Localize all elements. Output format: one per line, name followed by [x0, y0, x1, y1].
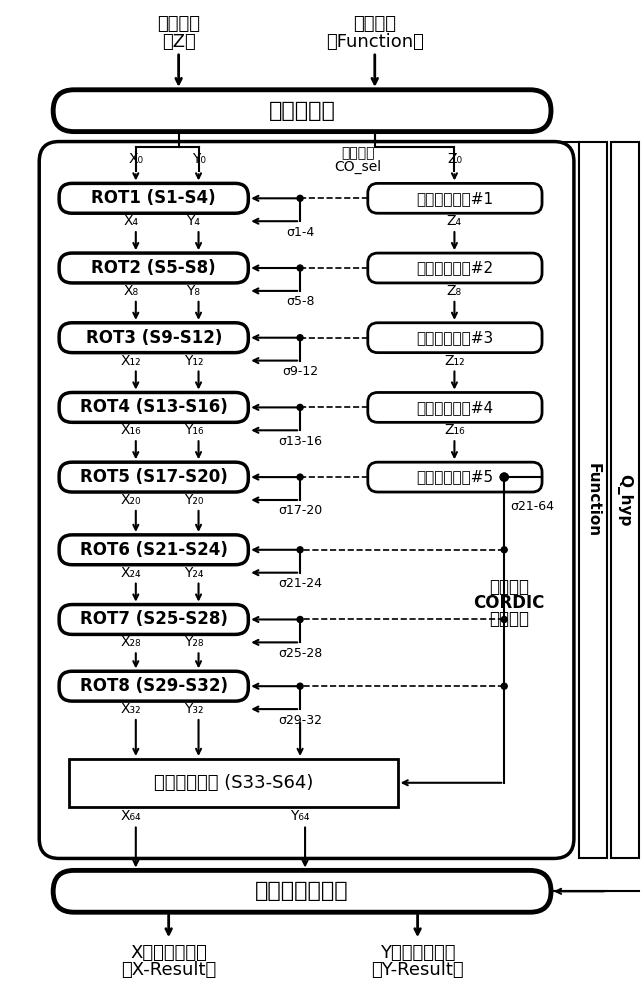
- FancyBboxPatch shape: [368, 392, 542, 422]
- FancyBboxPatch shape: [59, 392, 249, 422]
- Circle shape: [297, 335, 303, 341]
- Text: （Function）: （Function）: [326, 33, 424, 51]
- FancyBboxPatch shape: [59, 462, 249, 492]
- Text: Y₁₆: Y₁₆: [184, 423, 204, 437]
- Circle shape: [297, 547, 303, 553]
- Text: （X-Result）: （X-Result）: [121, 961, 216, 979]
- Text: Z₁₂: Z₁₂: [444, 354, 465, 368]
- Text: X₆₄: X₆₄: [120, 809, 141, 823]
- Text: CO_sel: CO_sel: [334, 159, 381, 174]
- Text: σ9-12: σ9-12: [282, 365, 318, 378]
- Text: ROT5 (S17-S20): ROT5 (S17-S20): [80, 468, 227, 486]
- Text: ROT1 (S1-S4): ROT1 (S1-S4): [91, 189, 216, 207]
- Text: Y₄: Y₄: [187, 214, 200, 228]
- Text: X通路输出结果: X通路输出结果: [130, 944, 207, 962]
- Text: Y₂₈: Y₂₈: [184, 635, 204, 649]
- FancyBboxPatch shape: [368, 462, 542, 492]
- Circle shape: [501, 683, 507, 689]
- Text: σ13-16: σ13-16: [278, 435, 322, 448]
- Circle shape: [500, 473, 508, 481]
- FancyBboxPatch shape: [59, 253, 249, 283]
- Text: Y₈: Y₈: [187, 284, 200, 298]
- Text: 计算模块: 计算模块: [489, 610, 529, 628]
- Text: 旋转方向预测#5: 旋转方向预测#5: [417, 470, 493, 485]
- Text: σ17-20: σ17-20: [278, 504, 322, 517]
- Text: ROT4 (S13-S16): ROT4 (S13-S16): [80, 398, 227, 416]
- Text: 旋转方向预测#3: 旋转方向预测#3: [416, 330, 493, 345]
- Text: 预处理模块: 预处理模块: [269, 101, 336, 121]
- Text: X₁₂: X₁₂: [120, 354, 141, 368]
- Text: X₈: X₈: [123, 284, 138, 298]
- Text: σ29-32: σ29-32: [278, 714, 322, 727]
- Text: Y₁₂: Y₁₂: [184, 354, 204, 368]
- Bar: [69, 759, 398, 807]
- Text: X₀: X₀: [128, 152, 144, 166]
- Circle shape: [297, 683, 303, 689]
- Text: 函数类型: 函数类型: [354, 15, 396, 33]
- Circle shape: [501, 616, 507, 622]
- Text: 定点乘法模块 (S33-S64): 定点乘法模块 (S33-S64): [154, 774, 313, 792]
- FancyBboxPatch shape: [59, 183, 249, 213]
- FancyBboxPatch shape: [59, 323, 249, 353]
- FancyBboxPatch shape: [59, 605, 249, 634]
- FancyBboxPatch shape: [368, 183, 542, 213]
- Text: Y₆₄: Y₆₄: [290, 809, 310, 823]
- FancyBboxPatch shape: [368, 323, 542, 353]
- Text: Y₂₀: Y₂₀: [184, 493, 204, 507]
- Text: σ1-4: σ1-4: [286, 226, 314, 239]
- Bar: [579, 142, 607, 858]
- Text: Z₄: Z₄: [447, 214, 462, 228]
- Text: ROT7 (S25-S28): ROT7 (S25-S28): [80, 610, 228, 628]
- Circle shape: [297, 404, 303, 410]
- Text: Y₀: Y₀: [192, 152, 205, 166]
- Text: CORDIC: CORDIC: [473, 594, 545, 612]
- FancyBboxPatch shape: [368, 253, 542, 283]
- Text: 旋转方向预测#4: 旋转方向预测#4: [417, 400, 493, 415]
- Text: Y₂₄: Y₂₄: [184, 566, 204, 580]
- Circle shape: [297, 616, 303, 622]
- Text: ROT6 (S21-S24): ROT6 (S21-S24): [80, 541, 228, 559]
- Text: 旋转方向预测#1: 旋转方向预测#1: [417, 191, 493, 206]
- Circle shape: [297, 195, 303, 201]
- Text: Z₀: Z₀: [447, 152, 462, 166]
- FancyBboxPatch shape: [53, 870, 551, 912]
- Text: 规格化处理模块: 规格化处理模块: [255, 881, 349, 901]
- Text: σ25-28: σ25-28: [278, 647, 322, 660]
- Text: X₁₆: X₁₆: [120, 423, 141, 437]
- Text: ROT3 (S9-S12): ROT3 (S9-S12): [86, 329, 222, 347]
- FancyBboxPatch shape: [59, 671, 249, 701]
- Bar: [611, 142, 639, 858]
- Text: X₂₄: X₂₄: [120, 566, 141, 580]
- Circle shape: [501, 547, 507, 553]
- Text: ROT2 (S5-S8): ROT2 (S5-S8): [91, 259, 216, 277]
- FancyBboxPatch shape: [59, 535, 249, 565]
- Text: X₂₀: X₂₀: [120, 493, 141, 507]
- Text: 旋转方向预测#2: 旋转方向预测#2: [417, 261, 493, 276]
- Text: σ21-64: σ21-64: [510, 500, 554, 513]
- Text: σ21-24: σ21-24: [278, 577, 322, 590]
- Text: Function: Function: [585, 463, 600, 537]
- Text: Q_hyp: Q_hyp: [617, 474, 632, 526]
- Text: X₂₈: X₂₈: [120, 635, 141, 649]
- Text: （Y-Result）: （Y-Result）: [372, 961, 464, 979]
- Circle shape: [297, 265, 303, 271]
- Circle shape: [297, 474, 303, 480]
- Text: ROT8 (S29-S32): ROT8 (S29-S32): [80, 677, 228, 695]
- Text: （Z）: （Z）: [162, 33, 196, 51]
- Text: Y₃₂: Y₃₂: [184, 702, 204, 716]
- Text: Z₁₆: Z₁₆: [444, 423, 465, 437]
- Text: X₃₂: X₃₂: [120, 702, 141, 716]
- Text: X₄: X₄: [123, 214, 138, 228]
- Text: 坐标类型: 坐标类型: [341, 147, 375, 161]
- Text: σ5-8: σ5-8: [286, 295, 314, 308]
- FancyBboxPatch shape: [53, 90, 551, 132]
- FancyBboxPatch shape: [39, 142, 574, 858]
- Text: 输入角度: 输入角度: [157, 15, 200, 33]
- Text: Z₈: Z₈: [447, 284, 462, 298]
- Circle shape: [500, 473, 508, 481]
- Text: 混合模式: 混合模式: [489, 578, 529, 596]
- Text: Y通路输出结果: Y通路输出结果: [380, 944, 455, 962]
